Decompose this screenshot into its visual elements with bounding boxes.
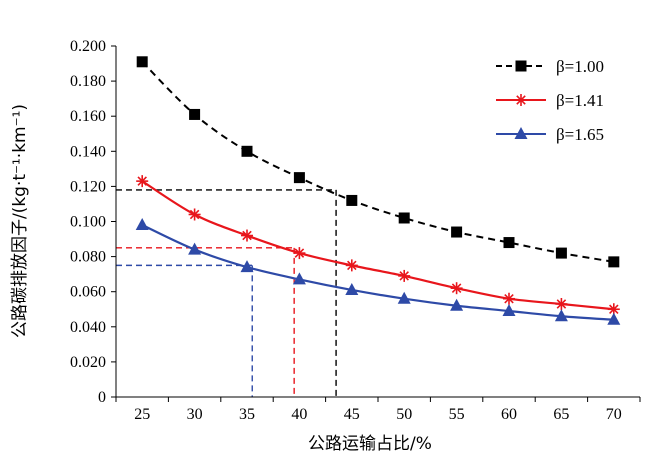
- x-tick-label: 70: [606, 406, 622, 423]
- y-tick-label: 0.080: [70, 249, 106, 266]
- x-tick-label: 55: [449, 406, 465, 423]
- legend-label-3: β=1.65: [556, 125, 604, 144]
- series-3-point: [607, 312, 621, 325]
- series-3-point: [450, 298, 464, 311]
- series-1-point: [346, 194, 358, 206]
- y-tick-label: 0.200: [70, 38, 106, 55]
- series-3-point: [188, 242, 202, 255]
- legend-marker-2: [515, 94, 527, 106]
- legend-label-1: β=1.00: [556, 57, 604, 76]
- series-2-point: [503, 292, 515, 305]
- series-1-point: [451, 226, 463, 238]
- x-tick-label: 45: [344, 406, 360, 423]
- y-tick-label: 0.140: [70, 143, 106, 160]
- series-1-point: [136, 56, 148, 68]
- series-2-point: [398, 269, 411, 282]
- x-tick-label: 65: [553, 406, 569, 423]
- series-3-point: [502, 304, 516, 317]
- series-line-2: [141, 180, 614, 311]
- y-tick-label: 0: [98, 389, 106, 406]
- y-tick-label: 0.100: [70, 214, 106, 231]
- y-axis-title: 公路碳排放因子/(kg·t⁻¹·km⁻¹): [10, 104, 30, 338]
- y-tick-label: 0.040: [70, 319, 106, 336]
- series-1-point: [189, 108, 201, 120]
- axes: 0 0.020 0.040 0.060 0.080 0.100 0.120 0.140 0.16…: [70, 38, 641, 423]
- series-2-point: [345, 259, 358, 272]
- series-2-point: [450, 282, 463, 295]
- reference-lines: [116, 189, 337, 397]
- y-tick-label: 0.060: [70, 284, 106, 301]
- y-tick-label: 0.180: [70, 73, 106, 90]
- series-lines: [141, 61, 614, 321]
- series-3-point: [292, 272, 306, 285]
- x-tick-label: 30: [187, 406, 203, 423]
- legend: β=1.00 β=1.41 β=1.65: [496, 57, 604, 144]
- series-1-point: [398, 212, 410, 224]
- y-tick-label: 0.120: [70, 178, 106, 195]
- series-line-1: [141, 61, 614, 263]
- series-3-point: [554, 309, 568, 322]
- x-axis-title: 公路运输占比/%: [308, 434, 432, 454]
- legend-marker-3: [514, 127, 528, 139]
- series-1-point: [503, 237, 515, 249]
- x-tick-label: 60: [501, 406, 517, 423]
- series-2-point: [188, 208, 201, 221]
- series-2-point: [293, 247, 306, 260]
- axis-titles: 公路运输占比/% 公路碳排放因子/(kg·t⁻¹·km⁻¹): [10, 104, 432, 454]
- series-3-point: [240, 260, 254, 273]
- y-tick-label: 0.020: [70, 354, 106, 371]
- series-markers: [135, 56, 621, 325]
- series-3-point: [135, 218, 149, 231]
- series-2-point: [607, 303, 620, 316]
- series-2-point: [241, 229, 253, 242]
- x-tick-label: 35: [239, 406, 255, 423]
- x-tick-label: 25: [134, 406, 150, 423]
- x-tick-label: 40: [291, 406, 307, 423]
- series-3-point: [397, 291, 411, 304]
- series-1-point: [555, 247, 567, 259]
- series-2-point: [136, 175, 149, 188]
- x-tick-label: 50: [396, 406, 412, 423]
- series-3-point: [345, 282, 359, 295]
- series-2-point: [555, 297, 568, 310]
- series-1-point: [241, 145, 253, 157]
- series-1-point: [293, 172, 305, 184]
- y-tick-label: 0.160: [70, 108, 106, 125]
- legend-marker-1: [515, 60, 527, 72]
- series-1-point: [608, 256, 620, 268]
- series-line-3: [141, 224, 614, 321]
- legend-label-2: β=1.41: [556, 91, 604, 110]
